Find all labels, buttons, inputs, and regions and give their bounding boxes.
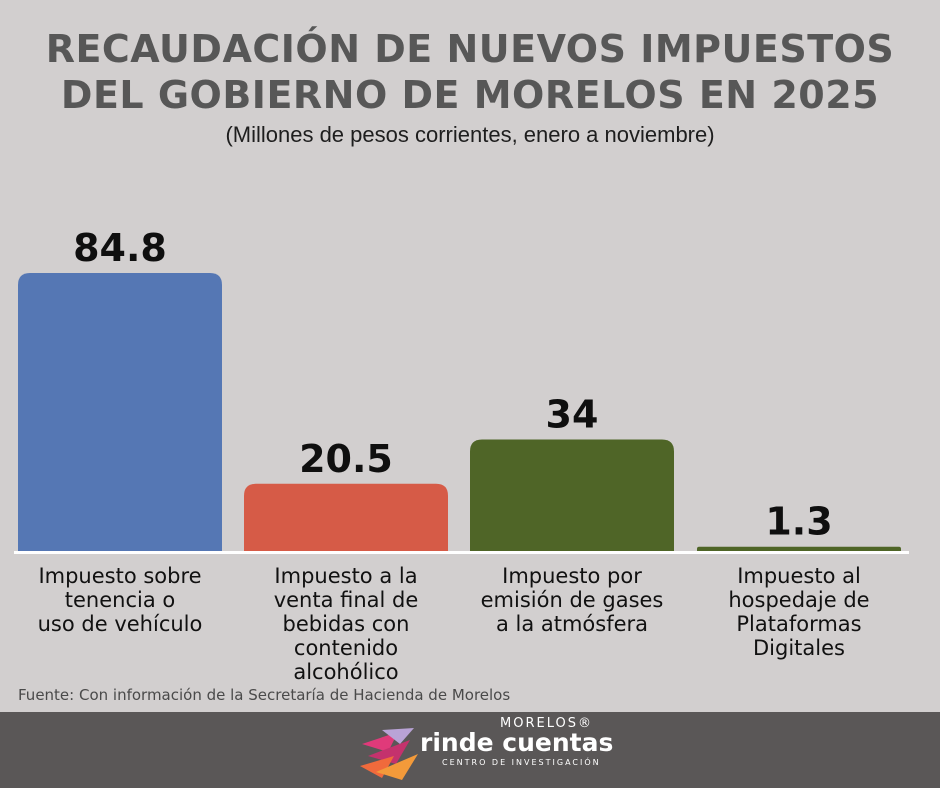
category-label-3: Impuesto por emisión de gases a la atmósfe… bbox=[462, 564, 682, 636]
category-label-2-line-3: bebidas con bbox=[282, 612, 410, 636]
bar-2 bbox=[244, 483, 448, 551]
category-label-1-line-3: uso de vehículo bbox=[37, 612, 203, 636]
bar-chart: 84.8 20.5 34 1.3 bbox=[14, 226, 909, 554]
brand-centro: CENTRO DE INVESTIGACIÓN bbox=[442, 758, 601, 767]
category-label-2-line-2: venta final de bbox=[273, 588, 419, 612]
brand-rinde-cuentas: rinde cuentas bbox=[420, 728, 614, 757]
category-label-1-line-2: tenencia o bbox=[64, 588, 176, 612]
chart-title-line-1: RECAUDACIÓN DE NUEVOS IMPUESTOS bbox=[45, 27, 895, 71]
category-label-1-line-1: Impuesto sobre bbox=[38, 564, 202, 588]
category-label-3-line-3: a la atmósfera bbox=[495, 612, 649, 636]
category-label-1: Impuesto sobre tenencia o uso de vehículo bbox=[10, 564, 230, 636]
source-note: Fuente: Con información de la Secretaría… bbox=[18, 686, 511, 704]
category-label-4-line-3: Plataformas bbox=[736, 612, 862, 636]
category-label-3-line-1: Impuesto por bbox=[502, 564, 642, 588]
rinde-cuentas-logo-icon bbox=[360, 728, 418, 780]
category-label-4-line-4: Digitales bbox=[753, 636, 845, 660]
brand-morelos: MORELOS® bbox=[500, 716, 593, 731]
chart-title-line-2: DEL GOBIERNO DE MORELOS EN 2025 bbox=[60, 73, 880, 117]
footer-bar: MORELOS® rinde cuentas CENTRO DE INVESTI… bbox=[0, 712, 940, 788]
category-label-2-line-4: contenido bbox=[293, 636, 399, 660]
category-label-2: Impuesto a la venta final de bebidas con co… bbox=[236, 564, 456, 684]
baseline bbox=[14, 551, 909, 554]
category-label-2-line-5: alcohólico bbox=[293, 660, 399, 684]
bar-4 bbox=[697, 546, 901, 551]
value-label-1: 84.8 bbox=[73, 226, 167, 270]
category-label-4: Impuesto al hospedaje de Plataformas Digita… bbox=[689, 564, 909, 660]
chart-subtitle: (Millones de pesos corrientes, enero a n… bbox=[225, 122, 715, 147]
bar-3 bbox=[470, 439, 674, 551]
category-label-2-line-1: Impuesto a la bbox=[274, 564, 418, 588]
category-label-3-line-2: emisión de gases bbox=[480, 588, 664, 612]
value-label-3: 34 bbox=[546, 393, 599, 437]
chart-title: RECAUDACIÓN DE NUEVOS IMPUESTOS DEL GOBI… bbox=[0, 26, 940, 118]
category-label-4-line-1: Impuesto al bbox=[737, 564, 861, 588]
bar-1 bbox=[18, 273, 222, 551]
value-label-4: 1.3 bbox=[765, 500, 832, 544]
value-label-2: 20.5 bbox=[299, 437, 393, 481]
category-label-4-line-2: hospedaje de bbox=[728, 588, 870, 612]
